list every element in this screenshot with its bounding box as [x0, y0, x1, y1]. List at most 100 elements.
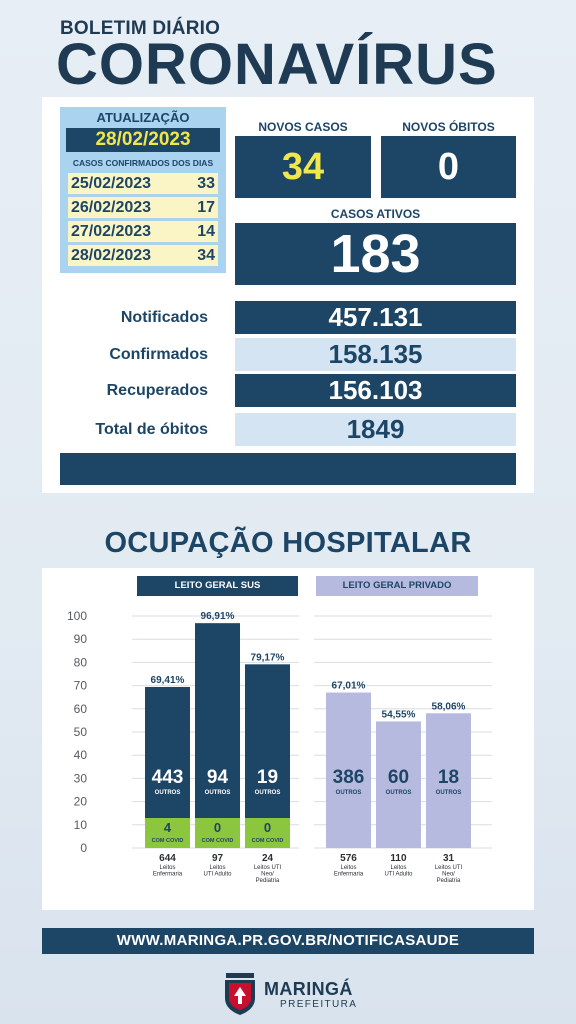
bed-total: 644: [159, 853, 176, 864]
covid-label: COM COVID: [252, 838, 284, 844]
day-date: 25/02/2023: [71, 175, 152, 192]
category-label: Enfermaria: [334, 872, 364, 878]
covid-label: COM COVID: [152, 838, 184, 844]
y-tick-label: 50: [74, 725, 88, 739]
others-count: 18: [438, 767, 459, 788]
percent-label: 54,55%: [382, 709, 416, 720]
y-tick-label: 80: [74, 655, 88, 669]
covid-count: 4: [164, 820, 172, 835]
category-label: Neo/: [442, 872, 455, 878]
update-subtitle: CASOS CONFIRMADOS DOS DIAS: [72, 158, 214, 168]
category-label: Leitos: [340, 865, 356, 871]
category-label: Leitos: [159, 865, 175, 871]
others-count: 443: [152, 767, 184, 788]
stat-value-confirmed: 158.135: [235, 338, 516, 371]
others-label: OUTROS: [386, 790, 412, 796]
others-label: OUTROS: [255, 790, 281, 796]
others-count: 386: [333, 767, 365, 788]
category-label: Leitos UTI: [435, 865, 463, 871]
others-count: 60: [388, 767, 409, 788]
day-count: 33: [197, 175, 215, 192]
category-label: Leitos UTI: [254, 865, 282, 871]
covid-count: 0: [264, 820, 271, 835]
y-tick-label: 0: [80, 841, 87, 855]
new-deaths-label: NOVOS ÓBITOS: [402, 120, 495, 134]
sus-group-header: LEITO GERAL SUS: [137, 576, 298, 596]
covid-segment: [145, 818, 190, 848]
stat-value-recovered: 156.103: [235, 374, 516, 407]
y-tick-label: 10: [74, 818, 88, 832]
active-cases-value: 183: [235, 223, 516, 285]
header-small-title: BOLETIM DIÁRIO: [60, 18, 221, 39]
others-count: 94: [207, 767, 229, 788]
others-label: OUTROS: [336, 790, 362, 796]
bed-total: 24: [262, 853, 274, 864]
day-count: 34: [197, 247, 215, 264]
update-date: 28/02/2023: [66, 128, 220, 152]
day-date: 26/02/2023: [71, 199, 152, 216]
others-label: OUTROS: [155, 790, 181, 796]
category-label: Enfermaria: [153, 872, 183, 878]
others-label: OUTROS: [436, 790, 462, 796]
category-label: UTI Adulto: [384, 872, 413, 878]
stat-label-deaths: Total de óbitos: [95, 421, 208, 438]
bar: [245, 664, 290, 848]
day-row: 28/02/2023 34: [68, 245, 218, 266]
percent-label: 58,06%: [432, 701, 466, 712]
covid-segment: [195, 818, 240, 848]
y-tick-label: 40: [74, 748, 88, 762]
others-label: OUTROS: [205, 790, 231, 796]
bar: [326, 692, 371, 848]
day-row: 25/02/2023 33: [68, 173, 218, 194]
category-label: Neo/: [261, 872, 274, 878]
new-deaths-value: 0: [381, 136, 516, 198]
y-tick-label: 20: [74, 795, 88, 809]
brand-name: MARINGÁ: [264, 979, 353, 999]
hospital-title: OCUPAÇÃO HOSPITALAR: [104, 527, 472, 559]
category-label: UTI Adulto: [203, 872, 232, 878]
percent-label: 69,41%: [151, 675, 185, 686]
bed-total: 110: [390, 853, 407, 864]
percent-label: 79,17%: [251, 652, 285, 663]
bed-total: 576: [340, 853, 357, 864]
day-count: 14: [197, 223, 215, 240]
stat-label-notified: Notificados: [120, 309, 208, 326]
others-count: 19: [257, 767, 278, 788]
percent-label: 67,01%: [332, 681, 366, 692]
day-row: 27/02/2023 14: [68, 221, 218, 242]
bed-total: 97: [212, 853, 224, 864]
day-date: 28/02/2023: [71, 247, 152, 264]
stat-value-notified: 457.131: [235, 301, 516, 334]
category-label: Leitos: [390, 865, 406, 871]
covid-segment: [245, 818, 290, 848]
day-row: 26/02/2023 17: [68, 197, 218, 218]
stat-value-deaths: 1849: [235, 413, 516, 446]
y-tick-label: 30: [74, 771, 88, 785]
private-group-header: LEITO GERAL PRIVADO: [316, 576, 478, 596]
day-date: 27/02/2023: [71, 223, 152, 240]
covid-label: COM COVID: [202, 838, 234, 844]
category-label: Pediatria: [437, 878, 461, 884]
new-cases-value: 34: [235, 136, 371, 198]
percent-label: 96,91%: [201, 611, 235, 622]
category-label: Pediatria: [256, 878, 280, 884]
bar: [376, 721, 421, 848]
new-cases-label: NOVOS CASOS: [258, 120, 348, 134]
stat-label-recovered: Recuperados: [106, 382, 208, 399]
brand-subtitle: PREFEITURA: [280, 999, 358, 1010]
city-shield-icon: [225, 973, 255, 1015]
bar: [426, 713, 471, 848]
update-label: ATUALIZAÇÃO: [96, 110, 190, 125]
footer-url[interactable]: WWW.MARINGA.PR.GOV.BR/NOTIFICASAUDE: [42, 928, 534, 954]
category-label: Leitos: [209, 865, 225, 871]
decorative-bar: [60, 453, 516, 485]
active-cases-label: CASOS ATIVOS: [330, 207, 421, 221]
day-count: 17: [197, 199, 215, 216]
y-tick-label: 90: [74, 632, 88, 646]
covid-count: 0: [214, 820, 221, 835]
y-tick-label: 100: [67, 609, 87, 623]
bed-total: 31: [443, 853, 455, 864]
bar: [195, 623, 240, 848]
y-tick-label: 70: [74, 679, 88, 693]
